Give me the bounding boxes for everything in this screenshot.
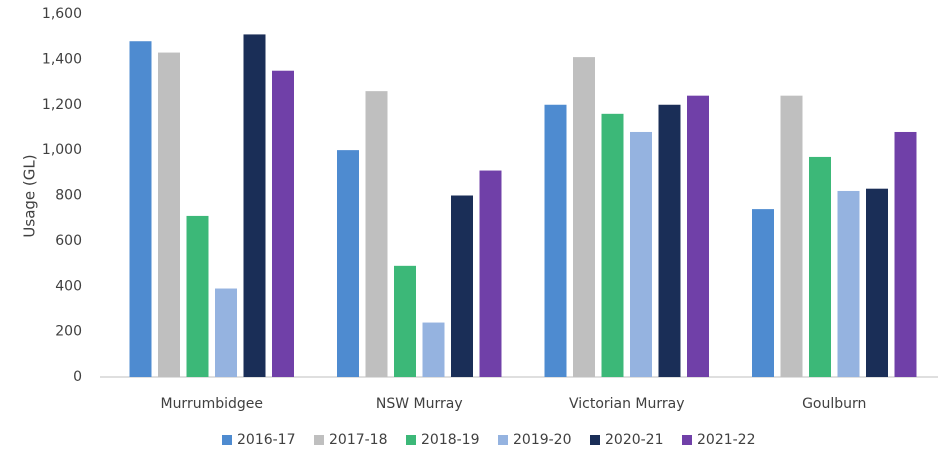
y-tick-label: 600: [55, 233, 82, 249]
bar: [337, 150, 359, 377]
x-tick-label: Murrumbidgee: [160, 396, 263, 412]
bar: [365, 91, 388, 377]
y-tick-label: 800: [55, 188, 82, 204]
bar: [658, 104, 681, 377]
y-axis-label: Usage (GL): [21, 154, 39, 237]
y-tick-label: 1,400: [42, 51, 82, 67]
bar: [272, 70, 294, 377]
y-tick-label: 1,600: [42, 6, 82, 22]
y-tick-label: 1,200: [42, 97, 82, 113]
x-tick-label: Goulburn: [802, 396, 866, 412]
bar: [129, 41, 152, 377]
bar: [215, 288, 237, 377]
legend-swatch: [682, 435, 692, 445]
bar: [394, 265, 416, 377]
bar: [544, 104, 567, 377]
legend-label: 2017-18: [329, 432, 388, 448]
bar: [479, 170, 502, 377]
bar: [894, 131, 917, 377]
bar: [630, 131, 652, 377]
bar: [866, 188, 888, 377]
bar: [573, 57, 595, 377]
legend-label: 2016-17: [237, 432, 296, 448]
bar: [422, 322, 445, 377]
bar: [780, 95, 803, 378]
bar: [243, 34, 266, 377]
legend-label: 2019-20: [513, 432, 572, 448]
y-tick-label: 400: [55, 278, 82, 294]
bar: [837, 190, 860, 377]
y-tick-label: 1,000: [42, 142, 82, 158]
legend-swatch: [406, 435, 416, 445]
bar: [451, 195, 473, 377]
bar: [601, 113, 624, 377]
legend-swatch: [222, 435, 232, 445]
bar: [158, 52, 180, 377]
bar: [752, 209, 774, 377]
bar: [809, 156, 831, 377]
legend-label: 2021-22: [697, 432, 756, 448]
x-tick-label: NSW Murray: [376, 396, 463, 412]
legend-label: 2020-21: [605, 432, 664, 448]
bar: [687, 95, 709, 378]
legend-swatch: [498, 435, 508, 445]
bar: [186, 215, 209, 377]
legend-swatch: [314, 435, 324, 445]
legend-swatch: [590, 435, 600, 445]
y-tick-label: 0: [73, 369, 82, 385]
x-tick-label: Victorian Murray: [569, 396, 685, 412]
legend-label: 2018-19: [421, 432, 480, 448]
y-tick-label: 200: [55, 324, 82, 340]
